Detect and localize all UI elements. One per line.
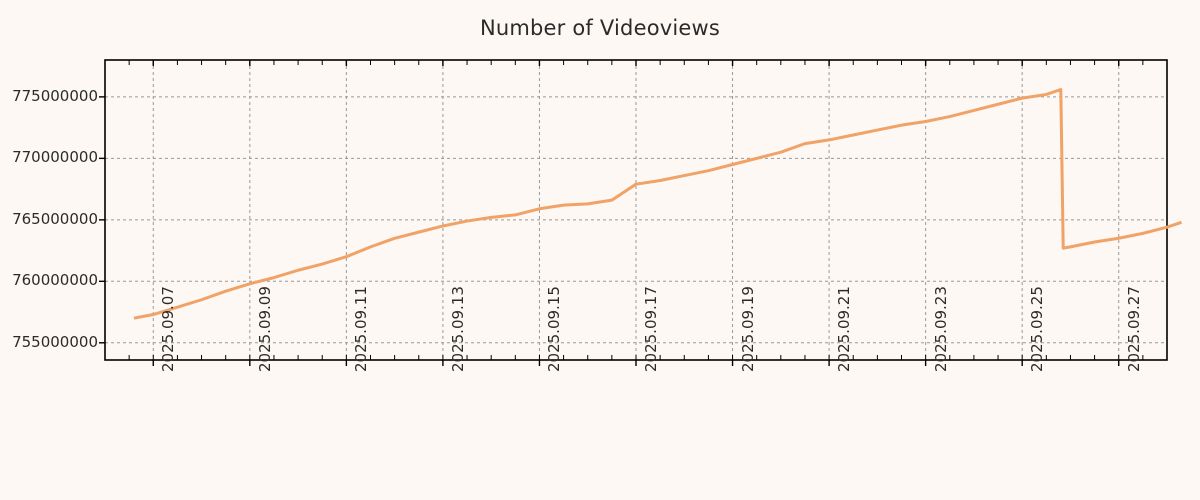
- x-tick-label: 2025.09.13: [448, 286, 467, 372]
- x-tick-label: 2025.09.11: [352, 286, 371, 372]
- axis-ticks: [99, 60, 1168, 366]
- series-line: [133, 88, 1182, 320]
- data-series: [133, 88, 1182, 320]
- x-tick-label: 2025.09.17: [642, 286, 660, 372]
- x-tick-label: 2025.09.23: [931, 286, 950, 372]
- x-tick-label: 2025.09.21: [835, 286, 854, 372]
- x-tick-label: 2025.09.25: [1028, 286, 1047, 372]
- y-tick-label: 765000000: [12, 209, 98, 228]
- plot-frame: [104, 59, 1168, 361]
- y-tick-label: 775000000: [12, 86, 98, 105]
- y-tick-label: 770000000: [12, 148, 98, 167]
- chart-title: Number of Videoviews: [479, 16, 721, 40]
- y-tick-label: 760000000: [12, 271, 98, 290]
- x-tick-label: 2025.09.27: [1124, 286, 1143, 372]
- x-tick-label: 2025.09.07: [159, 286, 178, 372]
- y-axis-tick-labels: 755000000 760000000 765000000 770000000 7750…: [0, 0, 98, 500]
- y-tick-label: 755000000: [12, 332, 98, 351]
- x-tick-label: 2025.09.19: [738, 286, 757, 372]
- x-tick-label: 2025.09.09: [255, 286, 274, 372]
- x-tick-label: 2025.09.15: [545, 286, 564, 372]
